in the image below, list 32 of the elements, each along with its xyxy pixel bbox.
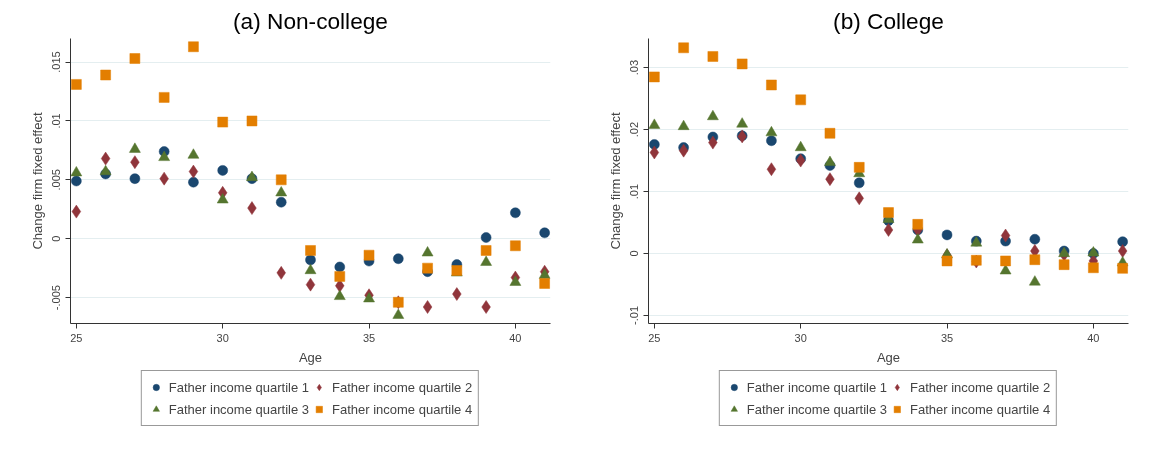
y-tick-label: -.005 <box>50 285 63 311</box>
chart-title: (a) Non-college <box>233 7 388 34</box>
legend-label: Father income quartile 2 <box>332 379 473 395</box>
x-tick-label: 40 <box>509 331 522 344</box>
legend-label: Father income quartile 1 <box>168 379 309 395</box>
x-tick-label: 35 <box>940 331 954 344</box>
y-tick-label: .015 <box>50 51 63 73</box>
legend-label: Father income quartile 3 <box>746 401 887 417</box>
x-axis-title: Age <box>298 349 323 365</box>
y-tick-label: .02 <box>628 121 641 138</box>
y-tick-label: 0 <box>50 235 63 242</box>
legend-label: Father income quartile 2 <box>910 379 1051 395</box>
y-tick-label: -.01 <box>628 305 641 325</box>
x-tick-label: 25 <box>70 331 83 344</box>
y-axis-title: Change firm fixed effect <box>29 112 45 250</box>
x-tick-label: 30 <box>216 331 229 344</box>
x-tick-label: 30 <box>794 331 807 344</box>
y-tick-label: .01 <box>628 183 641 200</box>
x-axis-title: Age <box>876 349 901 365</box>
y-tick-label: .01 <box>50 113 63 129</box>
x-tick-label: 25 <box>648 331 661 344</box>
y-tick-label: .005 <box>50 169 63 191</box>
y-tick-label: .03 <box>628 59 641 76</box>
x-tick-label: 35 <box>362 331 376 344</box>
chart-title: (b) College <box>833 7 944 34</box>
y-axis-title: Change firm fixed effect <box>607 112 623 250</box>
legend-label: Father income quartile 1 <box>746 379 887 395</box>
legend-label: Father income quartile 4 <box>910 401 1051 417</box>
x-tick-label: 40 <box>1087 331 1100 344</box>
legend-label: Father income quartile 3 <box>168 401 309 417</box>
legend-label: Father income quartile 4 <box>332 401 473 417</box>
y-tick-label: 0 <box>628 250 641 257</box>
